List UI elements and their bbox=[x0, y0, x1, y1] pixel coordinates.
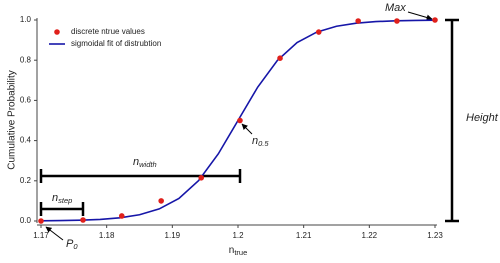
data-point bbox=[198, 174, 205, 181]
data-point bbox=[118, 213, 125, 219]
height-label: Height bbox=[466, 112, 499, 124]
n-half-arrow bbox=[241, 123, 253, 135]
data-point bbox=[355, 18, 361, 24]
p0-arrow bbox=[45, 226, 64, 241]
n-width-bracket bbox=[39, 169, 242, 183]
data-point bbox=[38, 218, 44, 224]
y-tick-label: 0.4 bbox=[20, 136, 32, 145]
p0-base: P bbox=[66, 238, 74, 250]
n-half-base: n bbox=[252, 135, 258, 147]
legend-label: discrete ntrue values bbox=[71, 27, 145, 36]
x-tick-label: 1.18 bbox=[99, 231, 115, 240]
x-label-base: n bbox=[229, 245, 235, 256]
y-tick-label: 0.6 bbox=[20, 96, 32, 105]
data-point bbox=[432, 17, 438, 23]
n-width-base: n bbox=[133, 156, 139, 168]
x-tick-label: 1.19 bbox=[165, 231, 181, 240]
x-label-sub: true bbox=[234, 248, 247, 257]
height-bracket bbox=[445, 18, 459, 223]
y-tick-label: 1.0 bbox=[20, 15, 32, 24]
p0-sub: 0 bbox=[73, 242, 78, 251]
x-tick-label: 1.2 bbox=[232, 231, 244, 240]
x-tick-label: 1.21 bbox=[296, 231, 312, 240]
n-step-sub: step bbox=[58, 196, 72, 205]
n-step-label: nstep bbox=[52, 192, 72, 205]
legend-marker bbox=[54, 29, 60, 35]
y-tick-label: 0.0 bbox=[20, 216, 32, 225]
x-tick-label: 1.22 bbox=[362, 231, 378, 240]
y-tick-label: 0.2 bbox=[20, 176, 32, 185]
data-point bbox=[80, 217, 86, 223]
n-step-bracket bbox=[39, 202, 85, 216]
n-half-label: n0.5 bbox=[252, 135, 269, 148]
data-point bbox=[394, 18, 400, 24]
data-point bbox=[315, 29, 322, 35]
n-width-sub: width bbox=[139, 160, 157, 169]
x-tick-label: 1.23 bbox=[427, 231, 443, 240]
data-point bbox=[277, 55, 283, 61]
x-axis-label: ntrue bbox=[229, 245, 248, 257]
n-width-label: nwidth bbox=[133, 156, 157, 169]
p0-label: P0 bbox=[66, 238, 78, 251]
max-label: Max bbox=[385, 2, 406, 14]
y-axis-label: Cumulative Probability bbox=[7, 70, 18, 170]
y-tick-label: 0.8 bbox=[20, 55, 32, 64]
n-step-base: n bbox=[52, 192, 58, 204]
data-point bbox=[237, 117, 243, 124]
data-point bbox=[158, 198, 164, 204]
n-half-sub: 0.5 bbox=[258, 139, 269, 148]
x-tick-label: 1.17 bbox=[33, 231, 49, 240]
legend-label: sigmoidal fit of distrubtion bbox=[71, 39, 161, 48]
max-arrow bbox=[407, 11, 433, 21]
